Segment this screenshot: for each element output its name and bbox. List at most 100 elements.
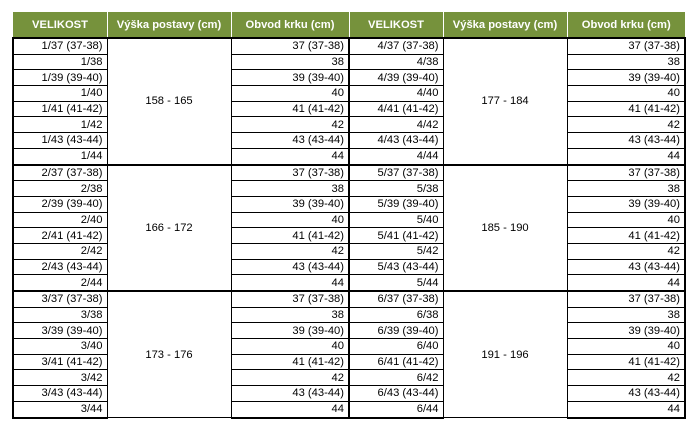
- size-cell-left: 3/41 (41-42): [12, 353, 108, 371]
- height-range-right: 177 - 184: [442, 37, 568, 165]
- size-cell-left: 3/38: [12, 306, 108, 324]
- neck-cell-right: 44: [566, 274, 686, 292]
- neck-cell-left: 41 (41-42): [230, 227, 350, 244]
- neck-cell-right: 39 (39-40): [566, 195, 686, 213]
- height-range-right: 191 - 196: [442, 290, 568, 418]
- size-cell-left: 1/37 (37-38): [12, 36, 108, 55]
- table-row: 2/37 (37-38) 166 - 172 37 (37-38) 5/37 (37-…: [12, 163, 686, 292]
- header-height-right: Výška postavy (cm): [442, 12, 567, 38]
- size-cell-right: 4/38: [348, 53, 444, 71]
- neck-cell-right: 38: [566, 306, 686, 324]
- neck-cell-right: 39 (39-40): [566, 322, 686, 340]
- header-row: VELIKOST Výška postavy (cm) Obvod krku (…: [12, 12, 685, 38]
- neck-cell-right: 44: [566, 400, 686, 419]
- size-cell-right: 6/38: [348, 306, 444, 324]
- size-cell-left: 1/42: [12, 116, 108, 134]
- size-cell-left: 1/44: [12, 147, 108, 166]
- size-cell-left: 2/38: [12, 180, 108, 197]
- header-neck-right: Obvod krku (cm): [566, 12, 685, 38]
- table-row: 1/41 (41-42) 41 (41-42) 4/41 (41-42) 41 (41…: [12, 100, 686, 118]
- neck-cell-left: 38: [230, 180, 350, 197]
- neck-cell-left: 42: [230, 242, 350, 260]
- table-row: 3/37 (37-38) 173 - 176 37 (37-38) 6/37 (37-…: [12, 289, 686, 418]
- size-cell-right: 4/41 (41-42): [348, 100, 444, 118]
- size-cell-right: 5/37 (37-38): [348, 163, 444, 182]
- neck-cell-left: 44: [230, 274, 350, 292]
- neck-cell-left: 37 (37-38): [230, 163, 350, 182]
- neck-cell-left: 43 (43-44): [230, 385, 350, 402]
- neck-cell-left: 44: [230, 400, 350, 419]
- table-row: 1/40 40 4/40 40: [12, 85, 686, 102]
- table-row: 3/38 38 6/38 38: [12, 306, 686, 324]
- size-cell-left: 1/43 (43-44): [12, 132, 108, 149]
- neck-cell-right: 43 (43-44): [566, 385, 686, 402]
- table-row: 2/39 (39-40) 39 (39-40) 5/39 (39-40) 39 (39…: [12, 195, 686, 213]
- neck-cell-left: 44: [230, 147, 350, 166]
- header-height-left: Výška postavy (cm): [106, 12, 231, 38]
- neck-cell-left: 43 (43-44): [230, 258, 350, 276]
- size-cell-left: 3/44: [12, 400, 108, 419]
- size-table-body: 1/37 (37-38) 158 - 165 37 (37-38) 4/37 (37-…: [12, 36, 686, 419]
- size-cell-right: 4/37 (37-38): [348, 36, 444, 55]
- size-cell-left: 2/44: [12, 274, 108, 292]
- size-cell-right: 5/42: [348, 242, 444, 260]
- size-cell-left: 1/40: [12, 85, 108, 102]
- header-size-right: VELIKOST: [348, 12, 443, 38]
- neck-cell-right: 38: [566, 53, 686, 71]
- neck-cell-left: 42: [230, 116, 350, 134]
- table-row: 1/37 (37-38) 158 - 165 37 (37-38) 4/37 (37-…: [12, 36, 686, 165]
- neck-cell-right: 42: [566, 369, 686, 387]
- size-cell-left: 2/43 (43-44): [12, 258, 108, 276]
- table-row: 2/42 42 5/42 42: [12, 242, 686, 260]
- neck-cell-right: 43 (43-44): [566, 258, 686, 276]
- size-chart-table: VELIKOST Výška postavy (cm) Obvod krku (…: [12, 12, 686, 419]
- neck-cell-right: 39 (39-40): [566, 69, 686, 87]
- size-cell-right: 6/44: [348, 400, 444, 419]
- neck-cell-left: 40: [230, 338, 350, 355]
- neck-cell-left: 41 (41-42): [230, 100, 350, 118]
- neck-cell-right: 43 (43-44): [566, 132, 686, 149]
- header-neck-left: Obvod krku (cm): [230, 12, 349, 38]
- size-cell-left: 3/39 (39-40): [12, 322, 108, 340]
- size-cell-left: 1/38: [12, 53, 108, 71]
- height-range-left: 158 - 165: [106, 37, 232, 165]
- size-cell-right: 6/40: [348, 338, 444, 355]
- neck-cell-right: 42: [566, 242, 686, 260]
- neck-cell-left: 40: [230, 211, 350, 229]
- header-size-left: VELIKOST: [12, 12, 107, 38]
- neck-cell-left: 37 (37-38): [230, 289, 350, 308]
- height-range-left: 166 - 172: [106, 163, 232, 292]
- neck-cell-left: 38: [230, 53, 350, 71]
- size-cell-left: 3/40: [12, 338, 108, 355]
- size-cell-right: 5/41 (41-42): [348, 227, 444, 244]
- size-cell-left: 2/37 (37-38): [12, 163, 108, 182]
- table-row: 3/42 42 6/42 42: [12, 369, 686, 387]
- neck-cell-right: 42: [566, 116, 686, 134]
- size-cell-right: 6/39 (39-40): [348, 322, 444, 340]
- size-cell-right: 4/42: [348, 116, 444, 134]
- neck-cell-left: 38: [230, 306, 350, 324]
- table-row: 1/43 (43-44) 43 (43-44) 4/43 (43-44) 43 (43…: [12, 132, 686, 149]
- size-cell-left: 1/39 (39-40): [12, 69, 108, 87]
- neck-cell-right: 41 (41-42): [566, 353, 686, 371]
- size-cell-right: 5/38: [348, 180, 444, 197]
- size-cell-left: 2/42: [12, 242, 108, 260]
- size-cell-right: 6/43 (43-44): [348, 385, 444, 402]
- size-cell-right: 4/44: [348, 147, 444, 166]
- table-row: 3/44 44 6/44 44: [12, 400, 686, 419]
- neck-cell-left: 39 (39-40): [230, 195, 350, 213]
- size-cell-right: 4/40: [348, 85, 444, 102]
- size-cell-right: 4/39 (39-40): [348, 69, 444, 87]
- neck-cell-right: 38: [566, 180, 686, 197]
- neck-cell-left: 39 (39-40): [230, 322, 350, 340]
- size-cell-left: 2/39 (39-40): [12, 195, 108, 213]
- neck-cell-right: 40: [566, 338, 686, 355]
- neck-cell-left: 41 (41-42): [230, 353, 350, 371]
- neck-cell-right: 41 (41-42): [566, 100, 686, 118]
- size-cell-left: 3/37 (37-38): [12, 289, 108, 308]
- table-row: 2/40 40 5/40 40: [12, 211, 686, 229]
- size-cell-right: 5/44: [348, 274, 444, 292]
- size-cell-left: 2/41 (41-42): [12, 227, 108, 244]
- table-row: 2/44 44 5/44 44: [12, 274, 686, 292]
- neck-cell-right: 40: [566, 211, 686, 229]
